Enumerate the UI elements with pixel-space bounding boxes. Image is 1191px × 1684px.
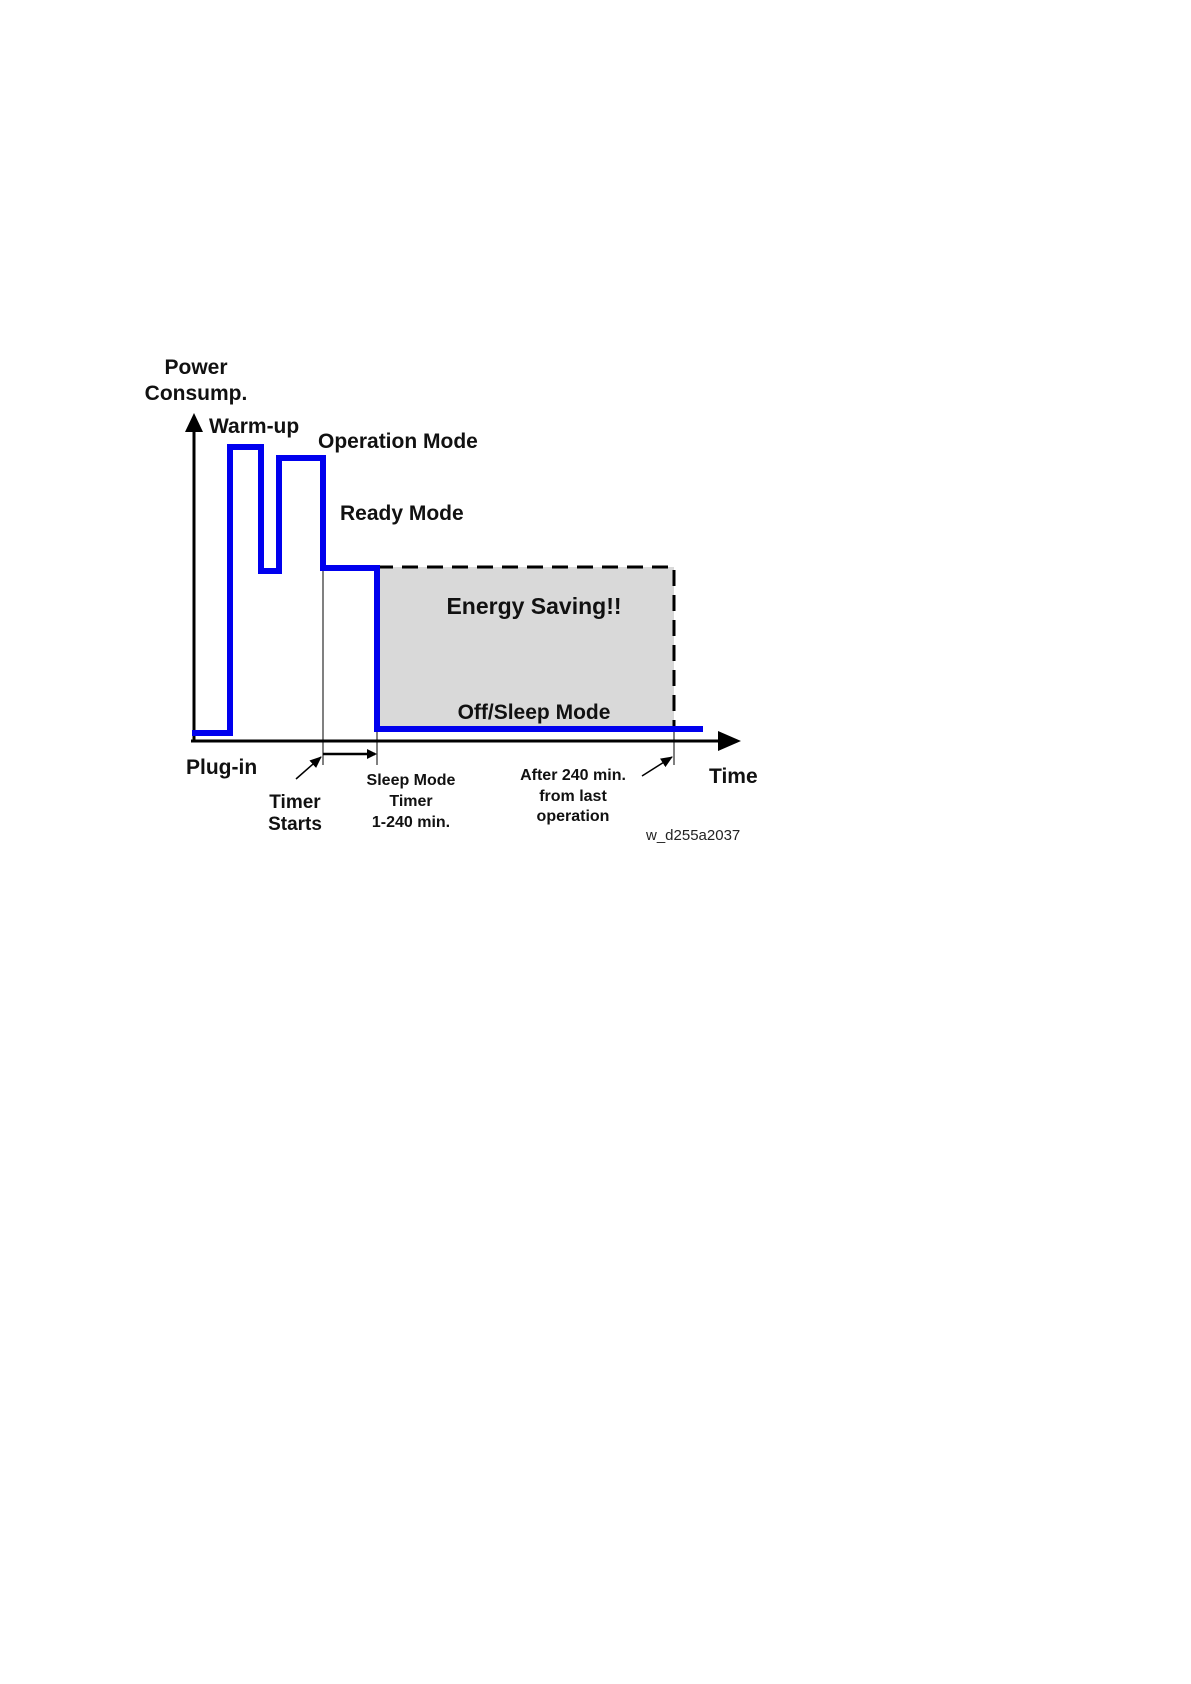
y-axis-arrowhead <box>185 413 203 432</box>
plug-in-label: Plug-in <box>186 756 257 779</box>
energy-saving-dashed-border <box>377 565 676 727</box>
x-axis-arrowhead <box>718 731 741 751</box>
energy-saving-label: Energy Saving!! <box>446 593 621 619</box>
after-240-label-line2: from last <box>539 788 607 805</box>
timer-starts-label-line2: Starts <box>268 814 322 835</box>
warm-up-label: Warm-up <box>209 415 299 438</box>
sleep-timer-label-line3: 1-240 min. <box>372 814 450 831</box>
after-240-pointer-arrow <box>641 756 673 777</box>
sleep-timer-label-line2: Timer <box>389 793 432 810</box>
figure-code-label: w_d255a2037 <box>645 827 740 844</box>
operation-mode-label: Operation Mode <box>318 430 478 453</box>
timer-starts-pointer-arrow <box>295 756 322 780</box>
energy-saving-region <box>377 567 674 727</box>
power-consumption-line <box>192 444 703 736</box>
ready-mode-label: Ready Mode <box>340 502 464 525</box>
sleep-timer-label-line1: Sleep Mode <box>367 772 456 789</box>
time-axis-label: Time <box>709 765 758 788</box>
after-240-label-line3: operation <box>537 808 610 825</box>
off-sleep-mode-label: Off/Sleep Mode <box>458 701 611 724</box>
timer-starts-label-line1: Timer <box>269 792 321 813</box>
y-axis-label-line2: Consump. <box>145 382 248 405</box>
y-axis-label-line1: Power <box>164 356 227 379</box>
after-240-label-line1: After 240 min. <box>520 767 626 784</box>
